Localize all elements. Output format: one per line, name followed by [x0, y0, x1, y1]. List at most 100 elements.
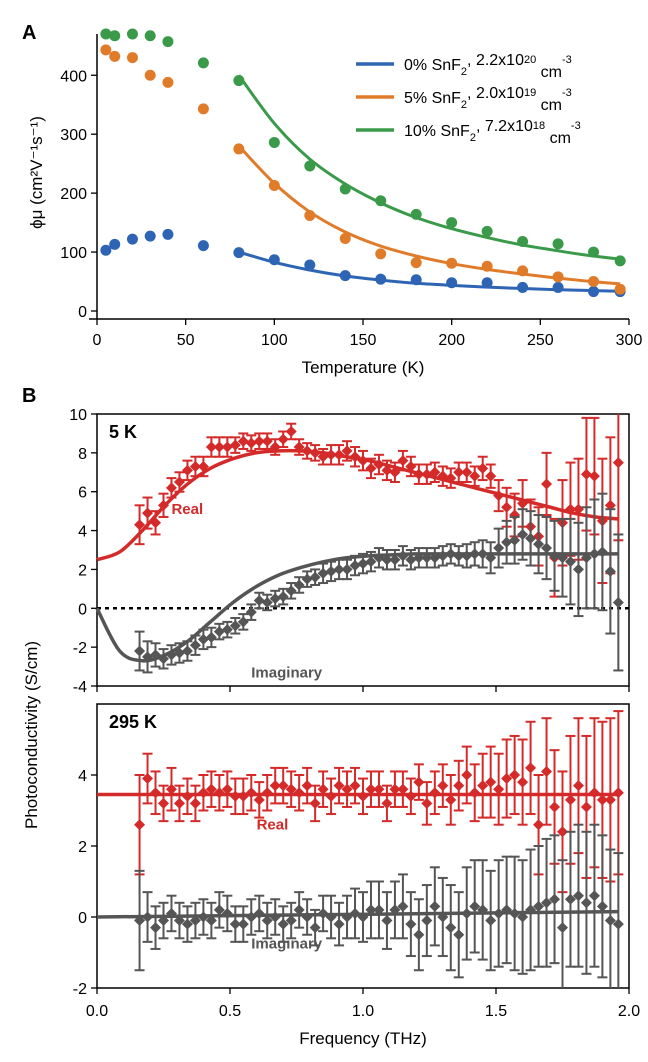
data-point [549, 550, 561, 562]
data-point [134, 819, 146, 831]
data-point [325, 911, 337, 923]
data-point [381, 797, 393, 809]
data-point [485, 552, 497, 564]
data-point [245, 437, 257, 449]
y-tick-label: 6 [78, 485, 87, 502]
data-point [304, 160, 316, 172]
data-point [150, 517, 162, 529]
data-point [365, 556, 377, 568]
data-point [413, 552, 425, 564]
data-point [485, 470, 497, 482]
y-tick-label: 0 [78, 601, 87, 618]
data-point [572, 503, 584, 515]
data-point [253, 794, 265, 806]
data-point [269, 911, 281, 923]
data-point [339, 270, 351, 282]
y-tick-label: 400 [60, 68, 87, 85]
data-point [373, 904, 385, 916]
data-point [221, 441, 233, 453]
fit-line-2 [237, 74, 621, 261]
data-point [588, 246, 600, 258]
data-point [509, 907, 521, 919]
data-point [564, 556, 576, 568]
data-point [285, 783, 297, 795]
data-point [253, 907, 265, 919]
data-point [485, 776, 497, 788]
data-point [365, 462, 377, 474]
data-point [572, 780, 584, 792]
data-point [604, 794, 616, 806]
data-point [580, 801, 592, 813]
data-point [572, 563, 584, 575]
data-point [501, 501, 513, 513]
data-point [461, 466, 473, 478]
data-point [373, 783, 385, 795]
data-point [233, 247, 245, 259]
data-point [339, 233, 351, 245]
data-point [126, 52, 138, 64]
panel-label-b: B [22, 385, 36, 407]
data-point [410, 208, 422, 220]
data-point [541, 478, 553, 490]
data-point [557, 826, 568, 838]
data-point [389, 466, 401, 478]
data-point [453, 466, 465, 478]
data-point [150, 649, 162, 661]
data-point [410, 274, 422, 286]
data-point [197, 633, 209, 645]
data-point [421, 552, 433, 564]
data-point [309, 922, 321, 934]
data-point [375, 195, 387, 207]
data-point [413, 468, 425, 480]
data-point [397, 900, 409, 912]
y-tick-label: 300 [60, 127, 87, 144]
data-point [165, 482, 177, 494]
x-tick-label: 1.0 [352, 1003, 374, 1020]
data-point [237, 918, 249, 930]
data-point [197, 460, 209, 472]
data-point [349, 451, 361, 463]
data-point [109, 50, 121, 62]
data-point [189, 460, 201, 472]
data-point [429, 552, 441, 564]
data-point [277, 918, 289, 930]
data-point [549, 801, 561, 813]
data-point [197, 787, 209, 799]
data-point [253, 595, 265, 607]
data-point [197, 240, 209, 252]
data-point [134, 519, 146, 531]
data-point [197, 57, 209, 69]
data-point [333, 563, 345, 575]
data-point [437, 470, 449, 482]
data-point [205, 441, 217, 453]
data-point [501, 536, 513, 548]
data-point [564, 893, 576, 905]
data-point [557, 552, 568, 564]
fit-line-1 [237, 144, 621, 286]
data-point [341, 563, 353, 575]
subpanel-label: 5 K [109, 422, 137, 442]
fit-line-1 [95, 552, 619, 663]
data-point [588, 890, 600, 902]
data-point [158, 797, 169, 809]
data-point [445, 922, 457, 934]
data-point [349, 907, 361, 919]
data-point [517, 265, 529, 277]
data-point [301, 780, 313, 792]
data-point [162, 228, 174, 240]
data-point [213, 441, 225, 453]
data-point [437, 550, 449, 562]
data-point [301, 911, 313, 923]
data-point [150, 922, 162, 934]
data-point [397, 455, 409, 467]
panel-label-a: A [22, 22, 36, 44]
data-point [437, 911, 449, 923]
data-point [572, 890, 584, 902]
series-label-1: Imaginary [251, 936, 323, 953]
data-point [189, 797, 201, 809]
legend-label-2: 10% SnF2, 7.2x1018 cm-3 [404, 118, 581, 147]
data-point [285, 915, 297, 927]
y-axis-label: ϕμ (cm²V⁻¹s⁻¹) [27, 116, 46, 229]
data-point [477, 780, 489, 792]
subpanel-label: 295 K [109, 712, 157, 732]
